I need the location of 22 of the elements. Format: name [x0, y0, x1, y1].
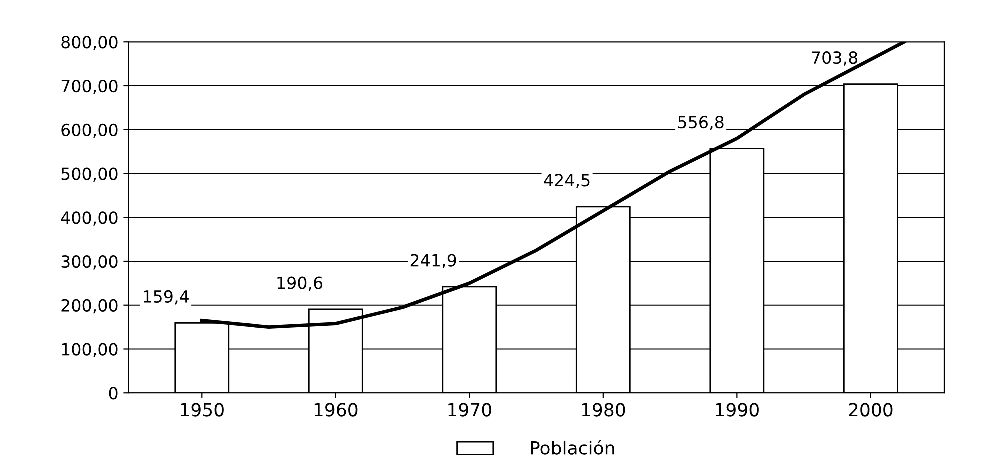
- x-tick-label: 1960: [314, 403, 358, 417]
- x-tick-label: 1950: [181, 403, 224, 417]
- y-tick-label: 800,00: [62, 36, 118, 50]
- data-label: 241,9: [410, 254, 456, 269]
- y-tick-label: 500,00: [62, 168, 118, 182]
- y-tick-label: 100,00: [62, 343, 118, 358]
- x-tick-label: 1970: [448, 403, 492, 417]
- y-tick-label: 0: [109, 387, 118, 400]
- data-label: 556,8: [678, 116, 724, 130]
- y-tick-label: 300,00: [62, 255, 118, 270]
- x-tick-label: 2000: [849, 403, 893, 417]
- legend-label: Población: [531, 440, 614, 455]
- data-label: 703,8: [812, 52, 858, 66]
- data-label: 424,5: [544, 174, 590, 188]
- y-tick-label: 600,00: [62, 124, 118, 138]
- y-tick-label: 700,00: [62, 80, 118, 94]
- x-tick-label: 1990: [716, 403, 759, 417]
- x-tick-label: 1980: [582, 403, 626, 417]
- data-label: 159,4: [144, 290, 189, 305]
- y-tick-label: 400,00: [61, 212, 118, 226]
- data-label: 190,6: [278, 276, 323, 292]
- y-tick-label: 200,00: [62, 299, 118, 314]
